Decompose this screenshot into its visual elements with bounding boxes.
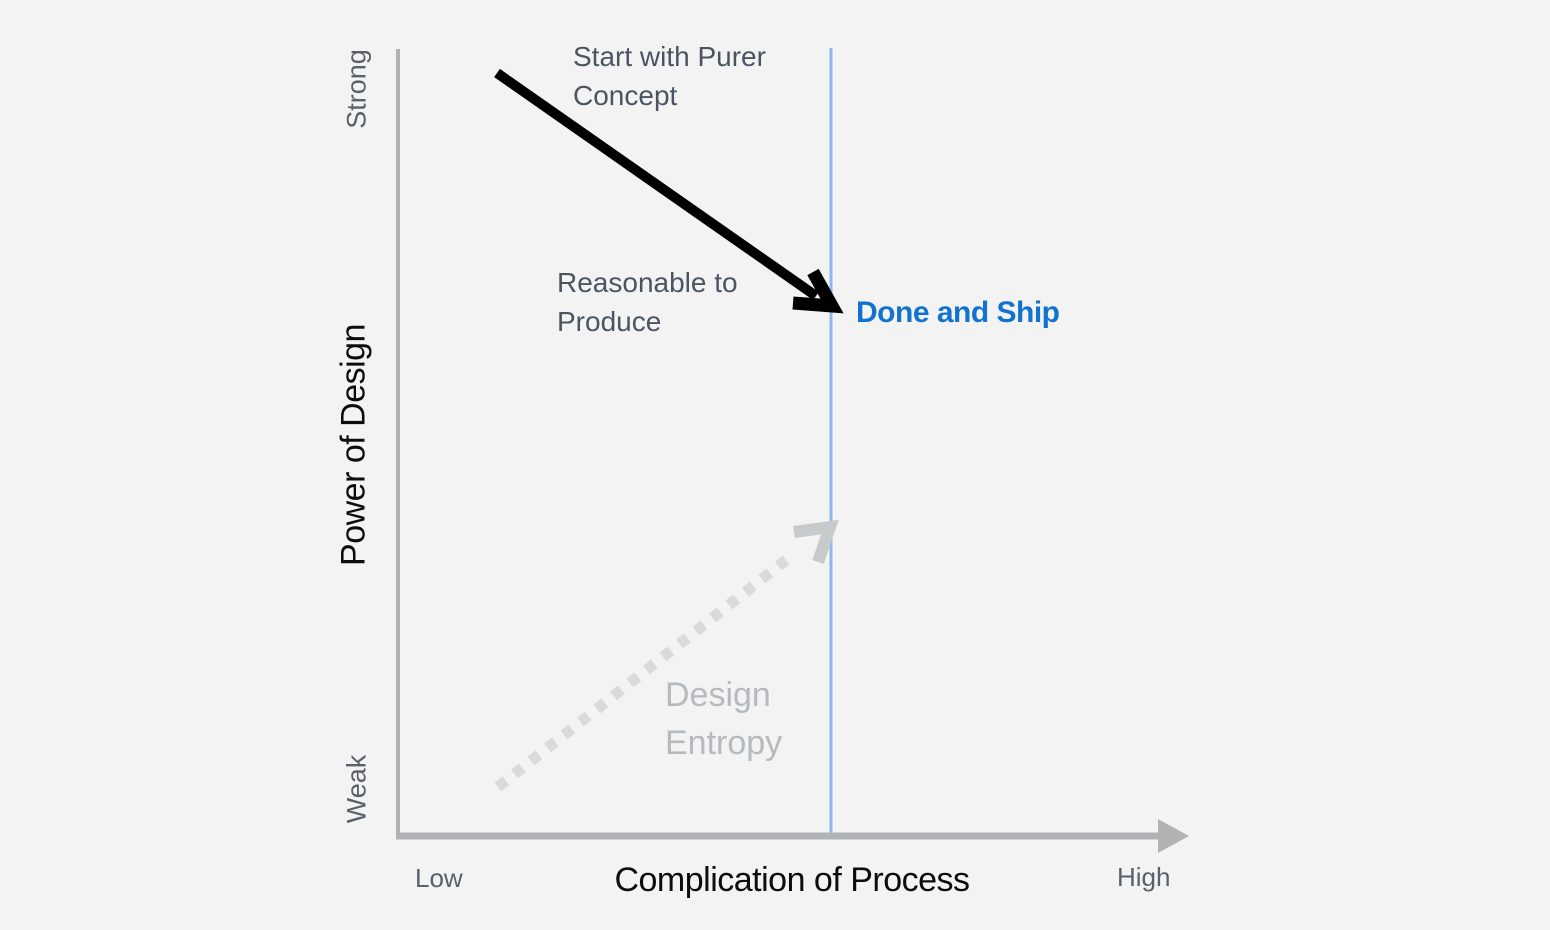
start-note-line2: Concept <box>573 80 678 111</box>
entropy-arrowhead-icon <box>793 519 839 564</box>
reasonable-note-line2: Produce <box>557 306 662 337</box>
entropy-label-line1: Design <box>665 676 771 714</box>
x-axis-arrowhead-icon <box>1158 819 1189 853</box>
entropy-label-line2: Entropy <box>665 724 783 762</box>
reasonable-to-produce-note: Reasonable to Produce <box>557 263 738 341</box>
start-note-line1: Start with Purer <box>573 41 766 72</box>
y-axis-title: Power of Design <box>334 324 373 566</box>
x-axis-high-label: High <box>1117 862 1171 892</box>
concept-arrow-line <box>494 68 819 301</box>
x-axis-low-label: Low <box>415 863 463 893</box>
concept-arrowhead-icon <box>792 268 844 314</box>
x-axis-title: Complication of Process <box>614 861 970 899</box>
start-with-purer-concept-note: Start with Purer Concept <box>573 37 766 115</box>
reasonable-note-line1: Reasonable to <box>557 267 738 298</box>
design-entropy-label: Design Entropy <box>665 671 782 767</box>
y-axis-weak-label: Weak <box>341 754 372 824</box>
done-and-ship-label: Done and Ship <box>856 296 1060 329</box>
y-axis-strong-label: Strong <box>341 49 372 129</box>
